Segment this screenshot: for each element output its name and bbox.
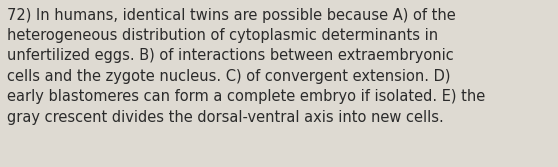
Text: 72) In humans, identical twins are possible because A) of the
heterogeneous dist: 72) In humans, identical twins are possi… xyxy=(7,8,485,125)
